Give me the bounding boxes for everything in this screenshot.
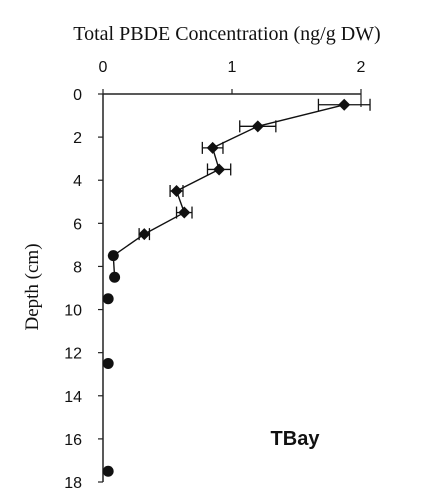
data-point-3 [213, 163, 226, 176]
y-tick-label-5: 10 [64, 303, 82, 320]
y-tick-label-2: 4 [73, 173, 82, 190]
y-tick-label-6: 12 [64, 346, 82, 363]
x-tick-label-0: 0 [99, 59, 108, 76]
data-point-9 [102, 293, 114, 305]
x-tick-label-1: 1 [228, 59, 237, 76]
data-point-7 [107, 250, 119, 262]
data-point-8 [109, 271, 121, 283]
data-point-11 [102, 465, 114, 477]
data-point-6 [138, 228, 151, 241]
y-tick-label-7: 14 [64, 389, 82, 406]
chart-title: Total PBDE Concentration (ng/g DW) [73, 23, 380, 45]
y-tick-label-8: 16 [64, 432, 82, 449]
x-ticks: 0 1 2 [99, 59, 366, 94]
y-ticks: 0 2 4 6 8 10 12 14 16 18 [64, 87, 103, 492]
profile-line [112, 104, 345, 278]
x-tick-label-2: 2 [357, 59, 366, 76]
y-tick-label-1: 2 [73, 130, 82, 147]
data-point-10 [102, 357, 114, 369]
site-annotation: TBay [271, 428, 321, 450]
data-point-1 [251, 120, 264, 133]
data-point-2 [206, 141, 219, 154]
y-tick-label-3: 6 [73, 216, 82, 233]
data-point-5 [178, 206, 191, 219]
data-markers [102, 98, 351, 477]
y-tick-label-4: 8 [73, 259, 82, 276]
y-tick-label-9: 18 [64, 475, 82, 492]
y-axis-label: Depth (cm) [22, 243, 43, 330]
data-point-0 [338, 98, 351, 111]
y-tick-label-0: 0 [73, 87, 82, 104]
data-point-4 [170, 185, 183, 197]
